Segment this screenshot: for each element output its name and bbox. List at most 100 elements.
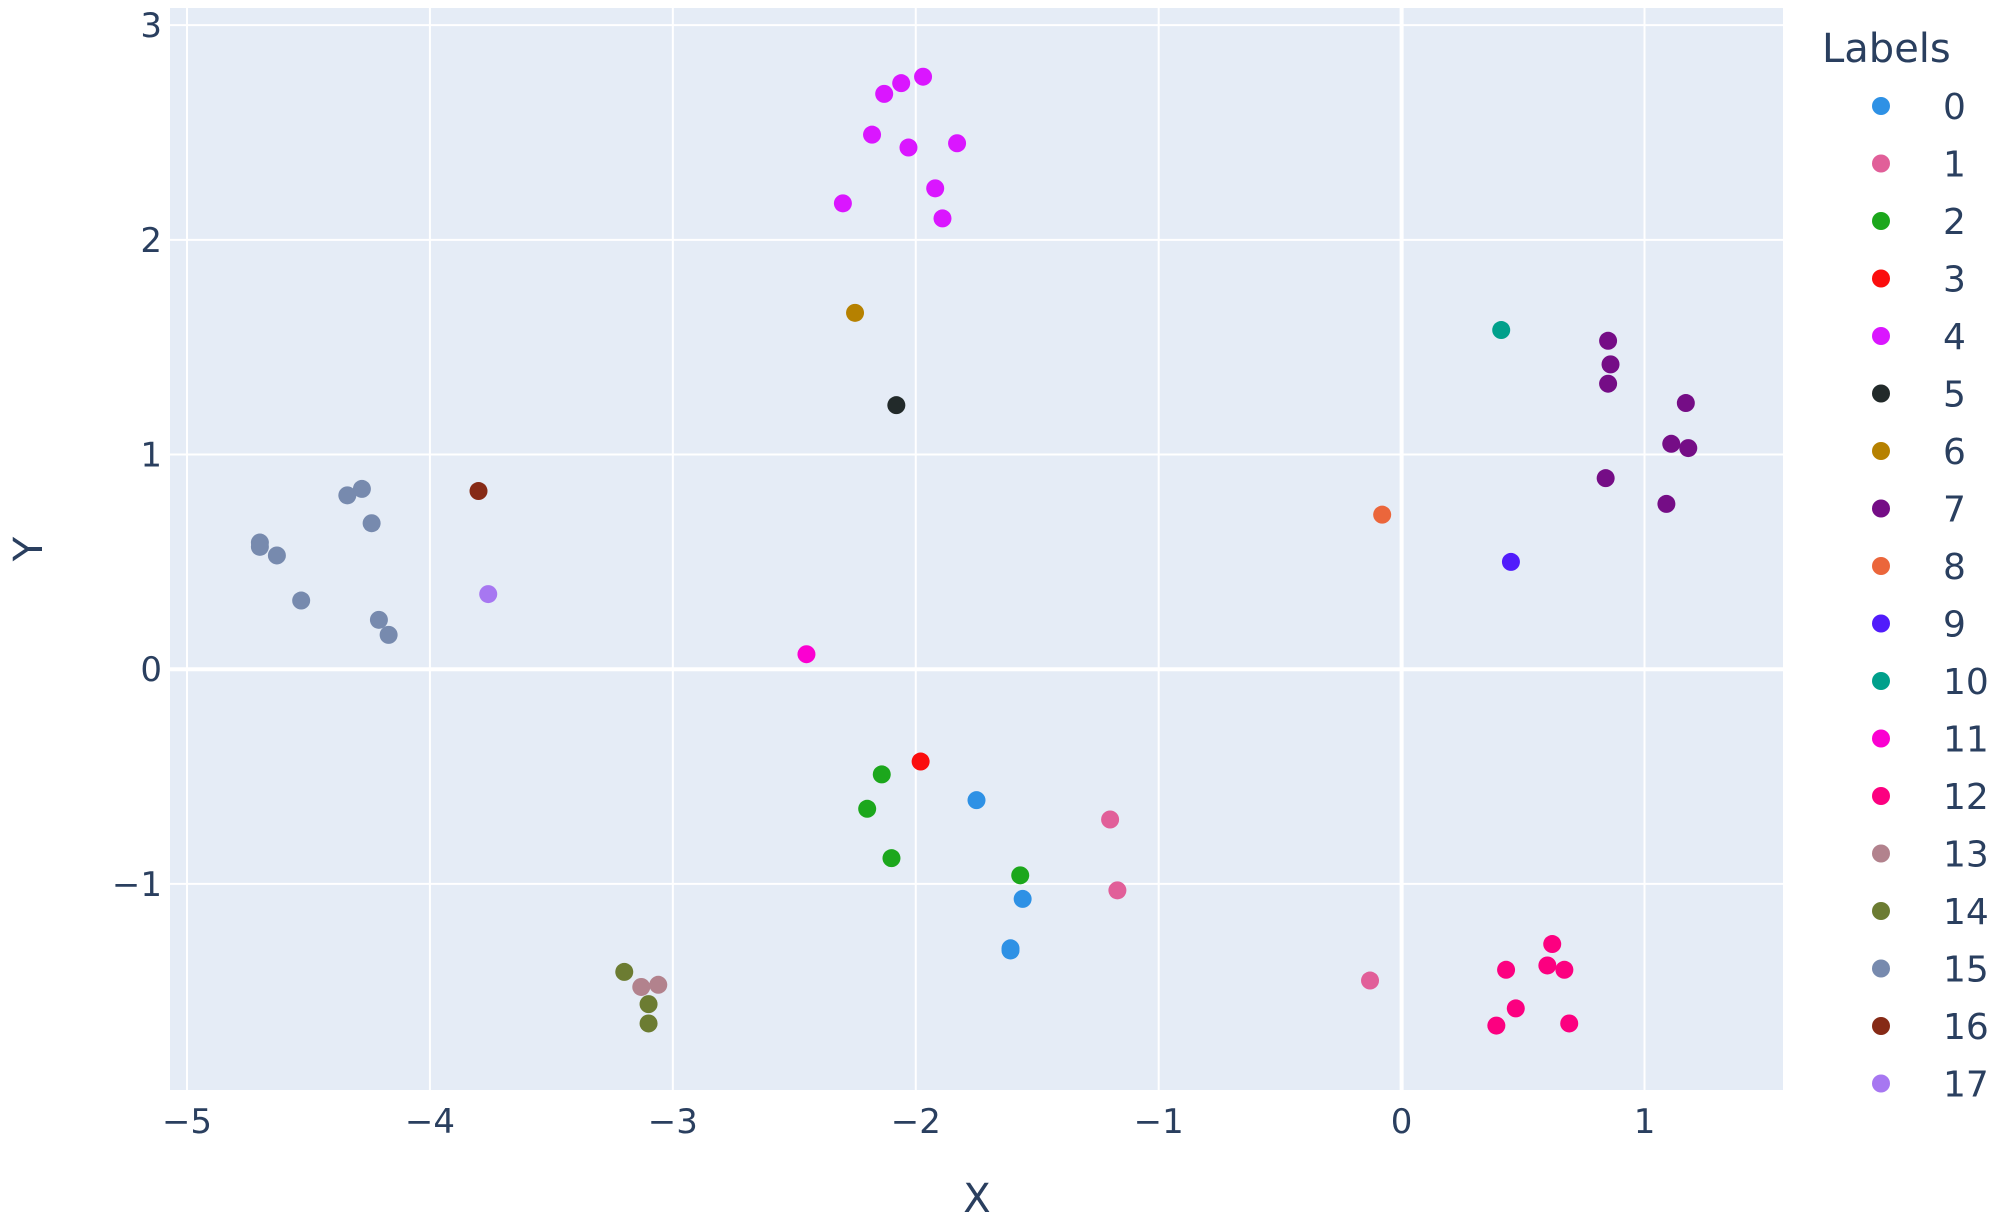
data-point-label-1: [1108, 881, 1127, 900]
data-point-label-2: [858, 799, 877, 818]
data-point-label-7: [1601, 355, 1620, 374]
y-tick-labels: −1 0 1 2 3: [112, 6, 162, 905]
legend-marker-9[interactable]: [1872, 614, 1890, 633]
x-axis-title: X: [963, 1176, 990, 1222]
data-point-label-4: [899, 138, 918, 157]
data-point-label-12: [1555, 960, 1574, 979]
data-point-label-15: [369, 610, 388, 629]
data-point-label-4: [914, 67, 933, 86]
y-axis-title: Y: [6, 536, 52, 562]
legend-label-3[interactable]: 3: [1943, 260, 1966, 301]
legend-marker-8[interactable]: [1872, 557, 1890, 575]
data-point-label-4: [863, 125, 882, 144]
data-point-label-15: [362, 514, 381, 533]
data-point-label-4: [875, 84, 894, 103]
legend-marker-14[interactable]: [1872, 902, 1890, 920]
x-tick-label: −5: [162, 1102, 212, 1142]
legend-marker-4[interactable]: [1872, 327, 1890, 345]
data-point-label-14: [639, 995, 658, 1014]
data-point-label-6: [846, 303, 865, 322]
data-point-label-12: [1506, 999, 1525, 1018]
legend-marker-16[interactable]: [1872, 1017, 1890, 1035]
legend-label-15[interactable]: 15: [1943, 950, 1989, 991]
data-point-label-14: [639, 1014, 658, 1033]
data-point-label-0: [967, 791, 986, 810]
legend-marker-1[interactable]: [1872, 154, 1890, 173]
x-tick-labels: −5 −4 −3 −2 −1 0 1: [162, 1102, 1655, 1142]
legend-label-11[interactable]: 11: [1943, 720, 1989, 761]
legend-marker-11[interactable]: [1872, 729, 1890, 748]
data-point-label-15: [338, 486, 357, 505]
data-point-label-4: [933, 209, 952, 228]
data-point-label-7: [1596, 469, 1615, 488]
legend-marker-0[interactable]: [1872, 97, 1890, 115]
legend-marker-3[interactable]: [1872, 269, 1890, 288]
x-tick-label: 1: [1634, 1102, 1656, 1142]
data-point-label-9: [1501, 552, 1520, 571]
y-tick-label: −1: [112, 865, 162, 905]
data-point-label-7: [1679, 439, 1698, 458]
legend-marker-7[interactable]: [1872, 499, 1890, 518]
legend-marker-2[interactable]: [1872, 212, 1890, 230]
data-point-label-14: [615, 962, 634, 981]
data-point-label-7: [1657, 494, 1676, 513]
legend-marker-12[interactable]: [1872, 787, 1890, 805]
legend-label-13[interactable]: 13: [1943, 835, 1989, 876]
legend-label-9[interactable]: 9: [1943, 605, 1966, 646]
data-point-label-11: [797, 645, 816, 664]
x-tick-label: −2: [891, 1102, 941, 1142]
data-point-label-0: [1001, 941, 1020, 960]
legend-label-4[interactable]: 4: [1943, 317, 1966, 358]
legend-marker-10[interactable]: [1872, 672, 1890, 690]
data-point-label-7: [1662, 434, 1681, 453]
legend-marker-13[interactable]: [1872, 844, 1890, 863]
data-point-label-15: [292, 591, 311, 610]
data-point-label-5: [887, 396, 906, 415]
legend-label-12[interactable]: 12: [1943, 777, 1989, 818]
legend-marker-6[interactable]: [1872, 442, 1890, 460]
legend-marker-17[interactable]: [1872, 1074, 1890, 1093]
data-point-label-0: [1013, 889, 1032, 908]
legend-label-5[interactable]: 5: [1943, 375, 1966, 416]
data-point-label-4: [926, 179, 945, 198]
data-point-label-1: [1101, 810, 1120, 829]
legend-label-1[interactable]: 1: [1943, 145, 1966, 186]
data-point-label-13: [632, 977, 651, 996]
legend-label-8[interactable]: 8: [1943, 547, 1966, 588]
data-point-label-8: [1373, 505, 1392, 524]
data-point-label-2: [882, 849, 901, 868]
legend-label-2[interactable]: 2: [1943, 202, 1966, 243]
legend-marker-5[interactable]: [1872, 384, 1890, 403]
data-point-label-15: [267, 546, 286, 565]
x-tick-label: −4: [405, 1102, 455, 1142]
data-point-label-2: [872, 765, 891, 784]
y-tick-label: 0: [140, 650, 162, 690]
x-tick-label: −3: [648, 1102, 698, 1142]
y-gridlines: [170, 24, 1783, 885]
data-point-label-1: [1361, 971, 1380, 990]
legend-label-16[interactable]: 16: [1943, 1007, 1989, 1048]
legend-label-0[interactable]: 0: [1943, 87, 1966, 128]
data-point-label-7: [1599, 331, 1618, 350]
data-point-label-4: [948, 134, 967, 153]
y-tick-label: 1: [140, 436, 162, 476]
plot-background: [170, 8, 1783, 1090]
x-tick-label: −1: [1134, 1102, 1184, 1142]
data-point-label-13: [649, 975, 668, 994]
legend-label-10[interactable]: 10: [1943, 662, 1989, 703]
data-points: [250, 67, 1698, 1035]
legend-label-17[interactable]: 17: [1943, 1065, 1989, 1106]
legend-label-14[interactable]: 14: [1943, 892, 1989, 933]
data-point-label-12: [1560, 1014, 1579, 1033]
legend-label-6[interactable]: 6: [1943, 432, 1966, 473]
data-point-label-7: [1599, 374, 1618, 393]
data-point-label-17: [479, 585, 498, 604]
data-point-label-16: [469, 482, 488, 501]
data-point-label-2: [1011, 866, 1030, 885]
data-point-label-15: [352, 479, 371, 498]
legend-marker-15[interactable]: [1872, 959, 1890, 978]
y-tick-label: 2: [140, 221, 162, 261]
legend-label-7[interactable]: 7: [1943, 490, 1966, 531]
